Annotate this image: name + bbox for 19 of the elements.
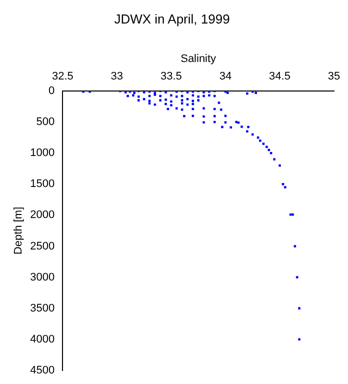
y-axis-title: Depth [m] xyxy=(12,206,25,255)
y-tick-label: 4500 xyxy=(30,364,55,376)
x-tick-label: 33.5 xyxy=(160,70,182,82)
x-tick-label: 35 xyxy=(328,70,340,82)
y-tick-label: 1000 xyxy=(30,147,55,160)
y-tick-label: 2500 xyxy=(30,240,55,252)
y-tick-label: 3500 xyxy=(30,302,55,314)
x-tick-label: 34 xyxy=(219,70,232,82)
chart-title: JDWX in April, 1999 xyxy=(114,11,230,26)
x-tick-label: 32.5 xyxy=(52,70,74,82)
y-tick-label: 4000 xyxy=(30,333,55,346)
x-axis-title: Salinity xyxy=(180,53,217,66)
y-tick-label: 2000 xyxy=(30,209,55,222)
y-tick-label: 1500 xyxy=(30,178,55,190)
x-tick-label: 34.5 xyxy=(269,70,290,82)
y-tick-label: 0 xyxy=(48,85,55,98)
y-tick-label: 3000 xyxy=(30,271,55,284)
y-tick-label: 500 xyxy=(36,116,55,128)
x-tick-label: 33 xyxy=(110,70,124,82)
